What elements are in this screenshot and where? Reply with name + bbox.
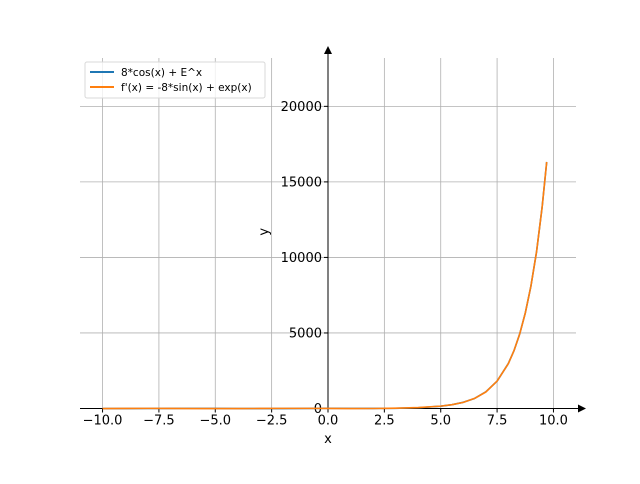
x-tick-label-5: 2.5 — [374, 413, 395, 428]
legend-box — [84, 61, 266, 99]
x-tick-label-3: −2.5 — [256, 413, 288, 428]
y-axis-label: y — [257, 228, 272, 236]
y-tick-label-1: 5000 — [289, 326, 322, 341]
ticks: −10.0 −7.5 −5.0 −2.5 0.0 2.5 5.0 7.5 10.0 0 5000 10… — [83, 100, 568, 429]
y-axis-arrow — [324, 46, 332, 54]
y-tick-label-4: 20000 — [281, 100, 322, 115]
legend-label-series-2: f'(x) = -8*sin(x) + exp(x) — [121, 82, 252, 94]
x-tick-label-2: −5.0 — [199, 413, 231, 428]
y-tick-label-0: 0 — [314, 402, 322, 417]
x-tick-label-4: 0.0 — [318, 413, 339, 428]
legend: 8*cos(x) + E^x f'(x) = -8*sin(x) + exp(x… — [84, 61, 266, 99]
y-tick-label-2: 10000 — [281, 251, 322, 266]
x-tick-label-7: 7.5 — [487, 413, 508, 428]
x-tick-label-6: 5.0 — [430, 413, 451, 428]
y-tick-label-3: 15000 — [281, 175, 322, 190]
x-axis-label: x — [324, 432, 332, 447]
x-tick-label-0: −10.0 — [83, 413, 123, 428]
legend-label-series-1: 8*cos(x) + E^x — [121, 67, 202, 79]
x-tick-label-1: −7.5 — [143, 413, 175, 428]
x-tick-label-8: 10.0 — [539, 413, 568, 428]
series-line-2 — [102, 161, 548, 410]
series-line-1 — [102, 161, 548, 410]
x-axis-arrow — [578, 404, 586, 413]
series — [102, 161, 548, 410]
axes — [80, 46, 586, 413]
